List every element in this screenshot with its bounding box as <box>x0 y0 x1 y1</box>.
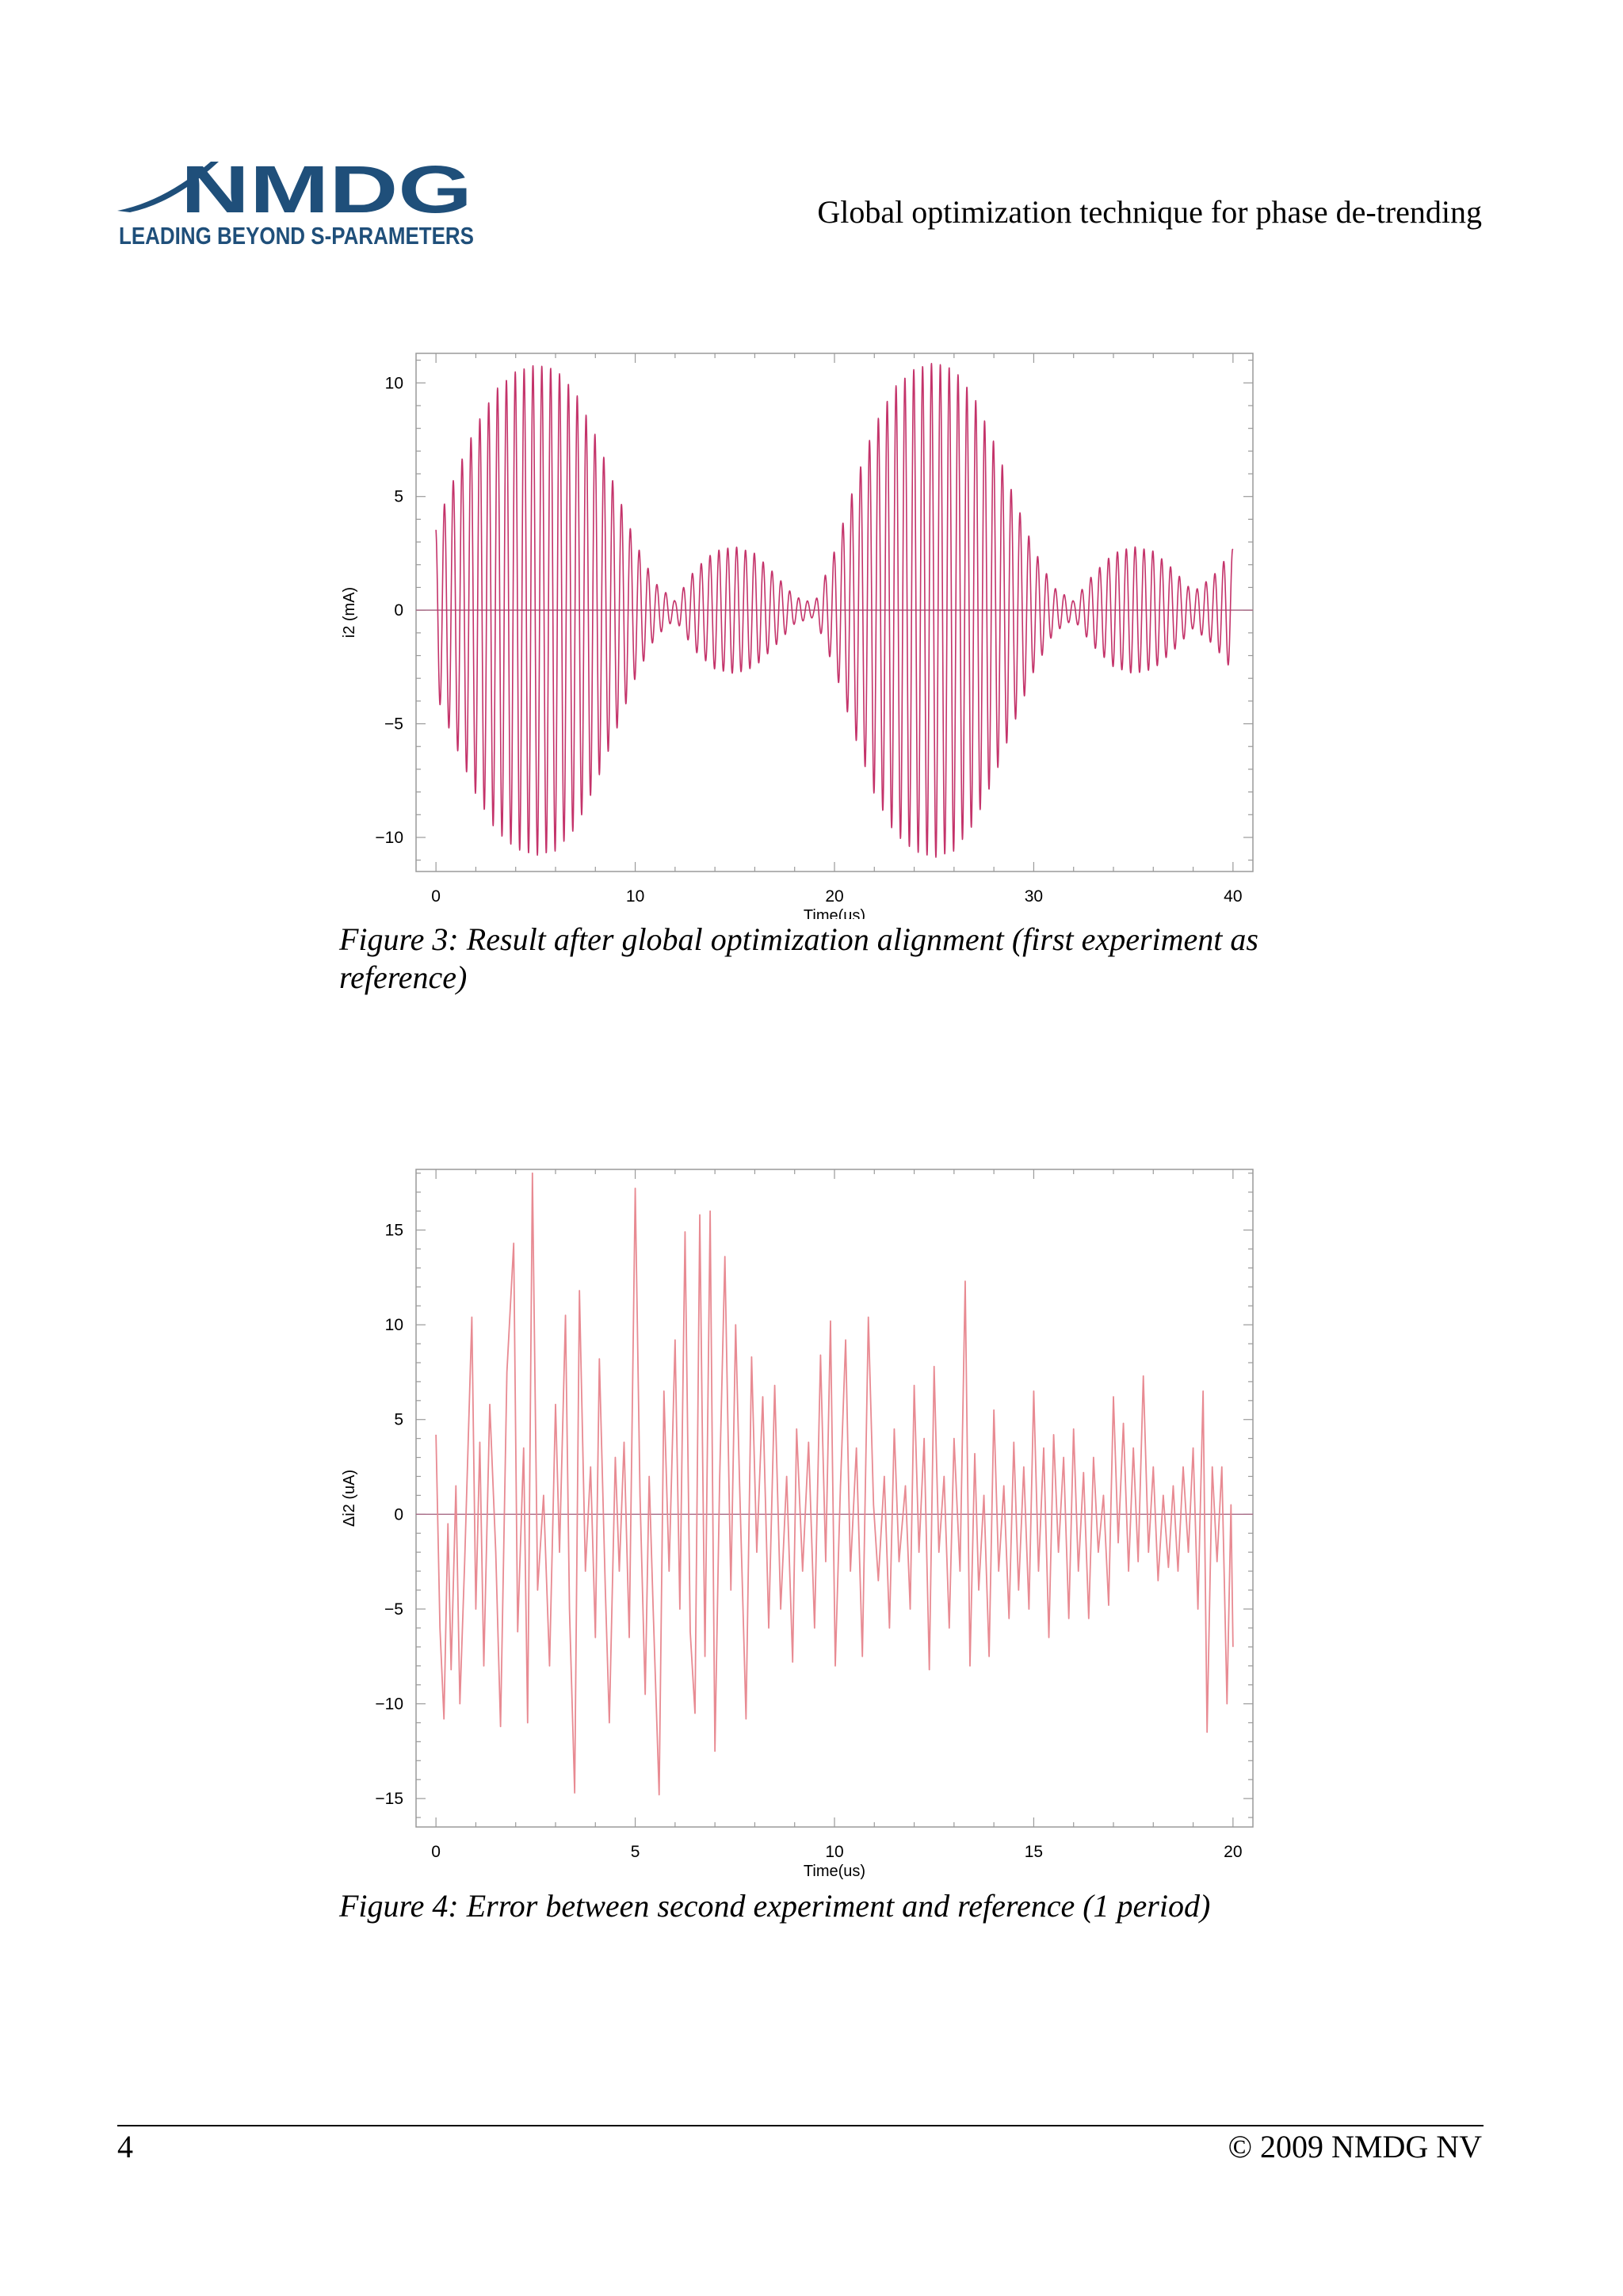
chart2-x-tick-label: 5 <box>631 1843 640 1861</box>
header-title: Global optimization technique for phase … <box>817 194 1482 230</box>
footer-rule <box>117 2125 1484 2126</box>
logo-swoosh-icon <box>117 162 219 212</box>
chart1-plot-frame <box>415 353 1254 872</box>
chart1-x-tick-label: 40 <box>1224 887 1242 906</box>
chart1-y-tick-label: −10 <box>375 829 403 847</box>
chart2-x-tick-label: 15 <box>1025 1843 1043 1861</box>
chart1-x-tick-label: 0 <box>431 887 441 906</box>
chart2-y-axis-label: Δi2 (uA) <box>341 1470 358 1527</box>
nmdg-logo-graphic: NMDG LEADING BEYOND S-PARAMETERS <box>117 152 474 250</box>
chart1-series-line <box>435 362 1234 858</box>
chart1-y-tick-label: −5 <box>384 715 403 734</box>
chart1-x-tick-label: 30 <box>1025 887 1043 906</box>
logo-tagline: LEADING BEYOND S-PARAMETERS <box>119 222 474 250</box>
nmdg-logo: NMDG LEADING BEYOND S-PARAMETERS <box>117 152 475 250</box>
chart2-y-tick-label: 5 <box>394 1411 403 1429</box>
figure3-caption: Figure 3: Result after global optimizati… <box>339 921 1258 995</box>
chart2-y-tick-label: 15 <box>385 1222 403 1240</box>
chart1-y-tick-label: 5 <box>394 488 403 506</box>
chart2-y-tick-label: 0 <box>394 1505 403 1524</box>
chart2-y-tick-label: −10 <box>375 1695 403 1714</box>
chart1-x-axis-label: Time(us) <box>804 907 865 919</box>
chart1-y-tick-label: 0 <box>394 601 403 620</box>
figure4-caption: Figure 4: Error between second experimen… <box>339 1888 1211 1924</box>
chart2-x-axis-label: Time(us) <box>804 1863 865 1880</box>
chart1-y-tick-label: 10 <box>385 374 403 392</box>
chart1-x-tick-label: 10 <box>626 887 644 906</box>
copyright: © 2009 NMDG NV <box>1228 2129 1482 2164</box>
chart1-y-axis-label: i2 (mA) <box>341 587 358 638</box>
chart2-y-tick-label: 10 <box>385 1316 403 1334</box>
chart2-x-tick-label: 0 <box>431 1843 441 1861</box>
chart2-x-tick-label: 10 <box>825 1843 843 1861</box>
chart1-x-tick-label: 20 <box>825 887 843 906</box>
chart2-series-line <box>435 1172 1234 1796</box>
chart2-y-tick-label: −15 <box>375 1790 403 1808</box>
page-number: 4 <box>117 2129 133 2164</box>
figure3-chart: 0 10 20 30 40 10 5 0 −5 −10 Time(us) i2 (mA) <box>341 353 1254 919</box>
logo-wordmark: NMDG <box>181 155 472 227</box>
chart2-x-tick-label: 20 <box>1224 1843 1242 1861</box>
chart2-plot-frame <box>415 1169 1254 1828</box>
figure4-chart: 0 5 10 15 20 15 10 5 0 −5 −10 −15 Time(us) Δi2 (uA) <box>341 1169 1254 1880</box>
chart2-y-tick-label: −5 <box>384 1600 403 1619</box>
